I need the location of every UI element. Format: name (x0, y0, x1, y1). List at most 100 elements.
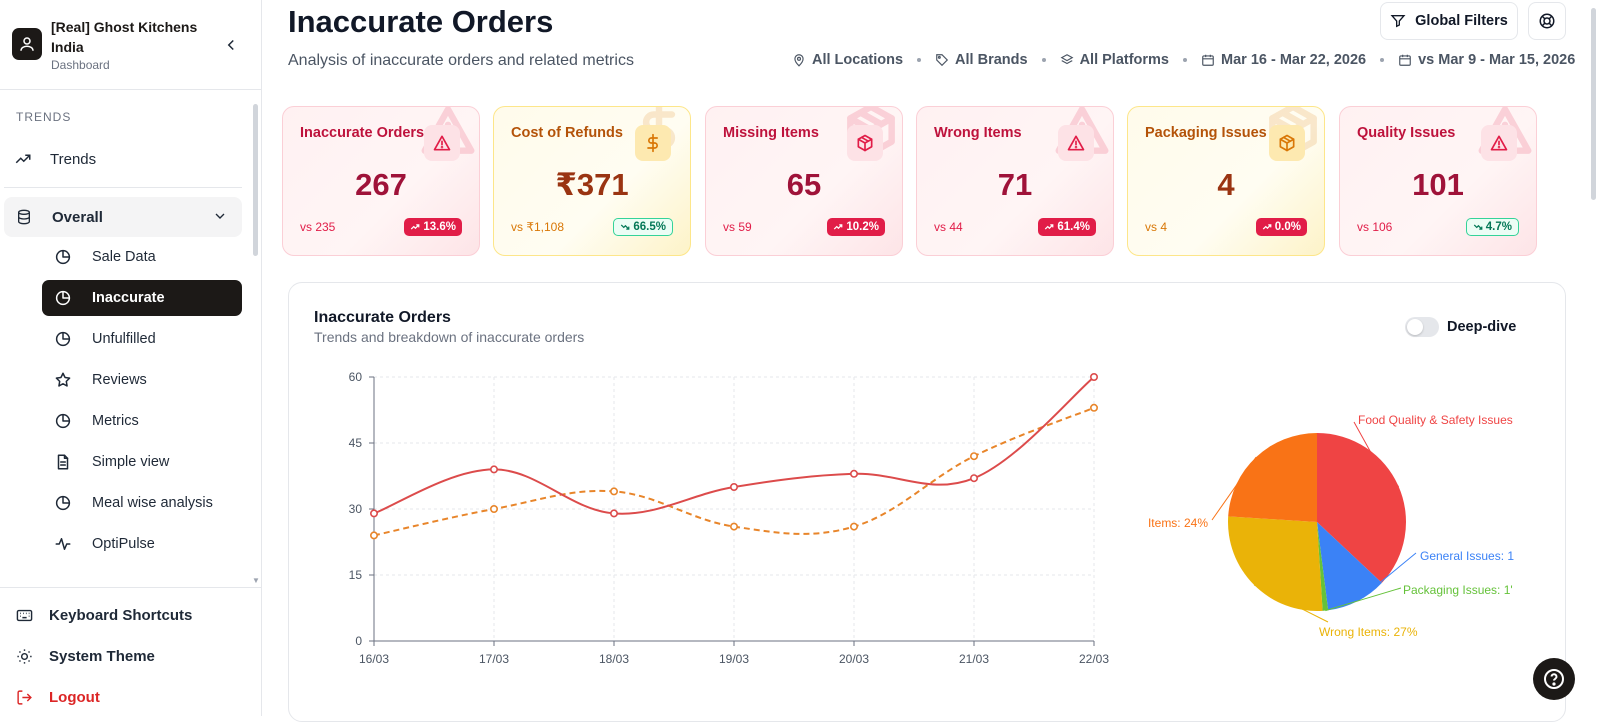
sidebar-item-inaccurate[interactable]: Inaccurate (42, 280, 242, 316)
filter-compare-range[interactable]: vs Mar 9 - Mar 15, 2026 (1398, 52, 1575, 68)
logout-icon (17, 689, 32, 705)
filter-date-range[interactable]: Mar 16 - Mar 22, 2026 (1201, 52, 1366, 68)
deep-dive-toggle[interactable] (1405, 317, 1439, 337)
data-point-previous (849, 522, 858, 531)
sidebar-item-optipulse[interactable]: OptiPulse (42, 526, 242, 562)
sidebar-item-metrics[interactable]: Metrics (42, 403, 242, 439)
data-point-current (369, 509, 378, 518)
system-theme-button[interactable]: System Theme (16, 644, 155, 668)
kpi-card-cost-of-refunds[interactable]: Cost of Refunds ₹371 vs ₹1,108 66.5% (493, 106, 691, 256)
support-button[interactable] (1528, 2, 1566, 40)
kpi-change-badge: 4.7% (1465, 218, 1519, 236)
kpi-compare: vs 4 (1145, 220, 1168, 234)
kpi-value: 71 (997, 167, 1033, 202)
main-scrollbar[interactable] (1591, 8, 1596, 200)
sidebar-item-label: Inaccurate (92, 290, 165, 306)
sidebar-footer (0, 587, 261, 588)
pie-label: Packaging Issues: 1' (1403, 583, 1513, 597)
sidebar-group-overall[interactable]: Overall (4, 197, 242, 237)
kpi-compare: vs 235 (300, 220, 336, 234)
kpi-card-packaging-issues[interactable]: Packaging Issues 4 vs 4 0.0% (1127, 106, 1325, 256)
collapse-sidebar-button[interactable] (222, 36, 240, 54)
chevron-down-icon (215, 213, 225, 219)
lifebuoy-icon (1539, 13, 1555, 29)
kpi-icon (1481, 125, 1517, 161)
keyboard-icon (16, 609, 33, 621)
separator-dot (1183, 58, 1187, 62)
kpi-change-badge: 61.4% (1038, 218, 1096, 236)
org-header: [Real] Ghost Kitchens India Dashboard (0, 0, 261, 90)
pie-slice-general-issues (1317, 522, 1382, 611)
calendar-icon (1202, 54, 1214, 66)
chevron-left-icon (227, 39, 234, 51)
y-tick-label: 0 (355, 634, 362, 648)
keyboard-shortcuts-button[interactable]: Keyboard Shortcuts (16, 603, 192, 627)
kpi-title: Cost of Refunds (511, 125, 623, 141)
sidebar-item-label: Meal wise analysis (92, 495, 213, 511)
kpi-title: Wrong Items (934, 125, 1022, 141)
filter-platforms[interactable]: All Platforms (1060, 52, 1169, 68)
sidebar-scrollbar[interactable] (253, 104, 258, 256)
deep-dive-label: Deep-dive (1447, 319, 1517, 335)
pie-icon (55, 413, 71, 429)
sidebar-item-label: Sale Data (92, 249, 156, 265)
kpi-change: 4.7% (1485, 221, 1512, 233)
help-button[interactable] (1533, 658, 1575, 700)
pie-label: sing Items: 24% (1148, 516, 1208, 530)
filter-brands[interactable]: All Brands (935, 52, 1028, 68)
warning-icon (433, 135, 451, 151)
tag-icon (936, 54, 949, 67)
scroll-down-arrow-icon[interactable]: ▼ (252, 576, 260, 585)
kpi-compare: vs 106 (1357, 220, 1393, 234)
kpi-change: 13.6% (423, 221, 456, 233)
keyboard-shortcuts-label: Keyboard Shortcuts (49, 606, 193, 624)
sidebar-item-sale-data[interactable]: Sale Data (42, 239, 242, 275)
sidebar-item-label: OptiPulse (92, 536, 155, 552)
sidebar-item-reviews[interactable]: Reviews (42, 362, 242, 398)
trend-up-icon (834, 224, 843, 230)
kpi-change-badge: 10.2% (827, 218, 885, 236)
x-tick-label: 16/03 (359, 652, 389, 666)
dollar-icon (647, 133, 658, 153)
toggle-knob (1407, 319, 1423, 335)
separator-dot (917, 58, 922, 62)
sidebar-item-label: Trends (50, 150, 97, 168)
kpi-card-inaccurate-orders[interactable]: Inaccurate Orders 267 vs 235 13.6% (282, 106, 480, 256)
pie-label-line (1353, 421, 1400, 487)
data-point-previous (1089, 403, 1098, 412)
kpi-card-quality-issues[interactable]: Quality Issues 101 vs 106 4.7% (1339, 106, 1537, 256)
sidebar-item-trends[interactable]: Trends (14, 146, 234, 172)
data-point-current (1089, 373, 1098, 382)
pie-icon (55, 331, 71, 347)
kpi-compare: vs 44 (934, 220, 963, 234)
kpi-title: Missing Items (723, 125, 819, 141)
document-icon (57, 454, 69, 470)
help-icon (1544, 669, 1564, 689)
pie-label-line (1357, 552, 1417, 602)
pie-icon (55, 249, 71, 265)
sidebar-item-unfulfilled[interactable]: Unfulfilled (42, 321, 242, 357)
x-tick-label: 19/03 (719, 652, 749, 666)
data-point-current (849, 469, 858, 478)
warning-icon (1490, 135, 1508, 151)
sidebar: [Real] Ghost Kitchens India Dashboard TR… (0, 0, 262, 716)
filter-locations[interactable]: All Locations (792, 52, 903, 68)
kpi-value: 267 (355, 167, 407, 202)
pie-label-line (1253, 584, 1329, 623)
logout-button[interactable]: Logout (16, 685, 100, 709)
sidebar-item-simple-view[interactable]: Simple view (42, 444, 242, 480)
data-point-current (609, 509, 618, 518)
kpi-icon (424, 125, 460, 161)
sidebar-item-meal-wise-analysis[interactable]: Meal wise analysis (42, 485, 242, 521)
global-filters-button[interactable]: Global Filters (1380, 2, 1518, 40)
kpi-icon (1058, 125, 1094, 161)
y-tick-label: 45 (349, 436, 363, 450)
pie-label-line (1211, 456, 1257, 521)
line-chart: 0 15 30 45 60 16/03 17/03 18/03 19/03 20/03 21/03 2… (349, 370, 1110, 666)
filter-platforms-label: All Platforms (1079, 52, 1169, 68)
kpi-card-missing-items[interactable]: Missing Items 65 vs 59 10.2% (705, 106, 903, 256)
trend-up-icon (1045, 224, 1054, 230)
kpi-card-wrong-items[interactable]: Wrong Items 71 vs 44 61.4% (916, 106, 1114, 256)
user-icon[interactable] (12, 28, 42, 60)
sidebar-item-label: Reviews (92, 372, 147, 388)
